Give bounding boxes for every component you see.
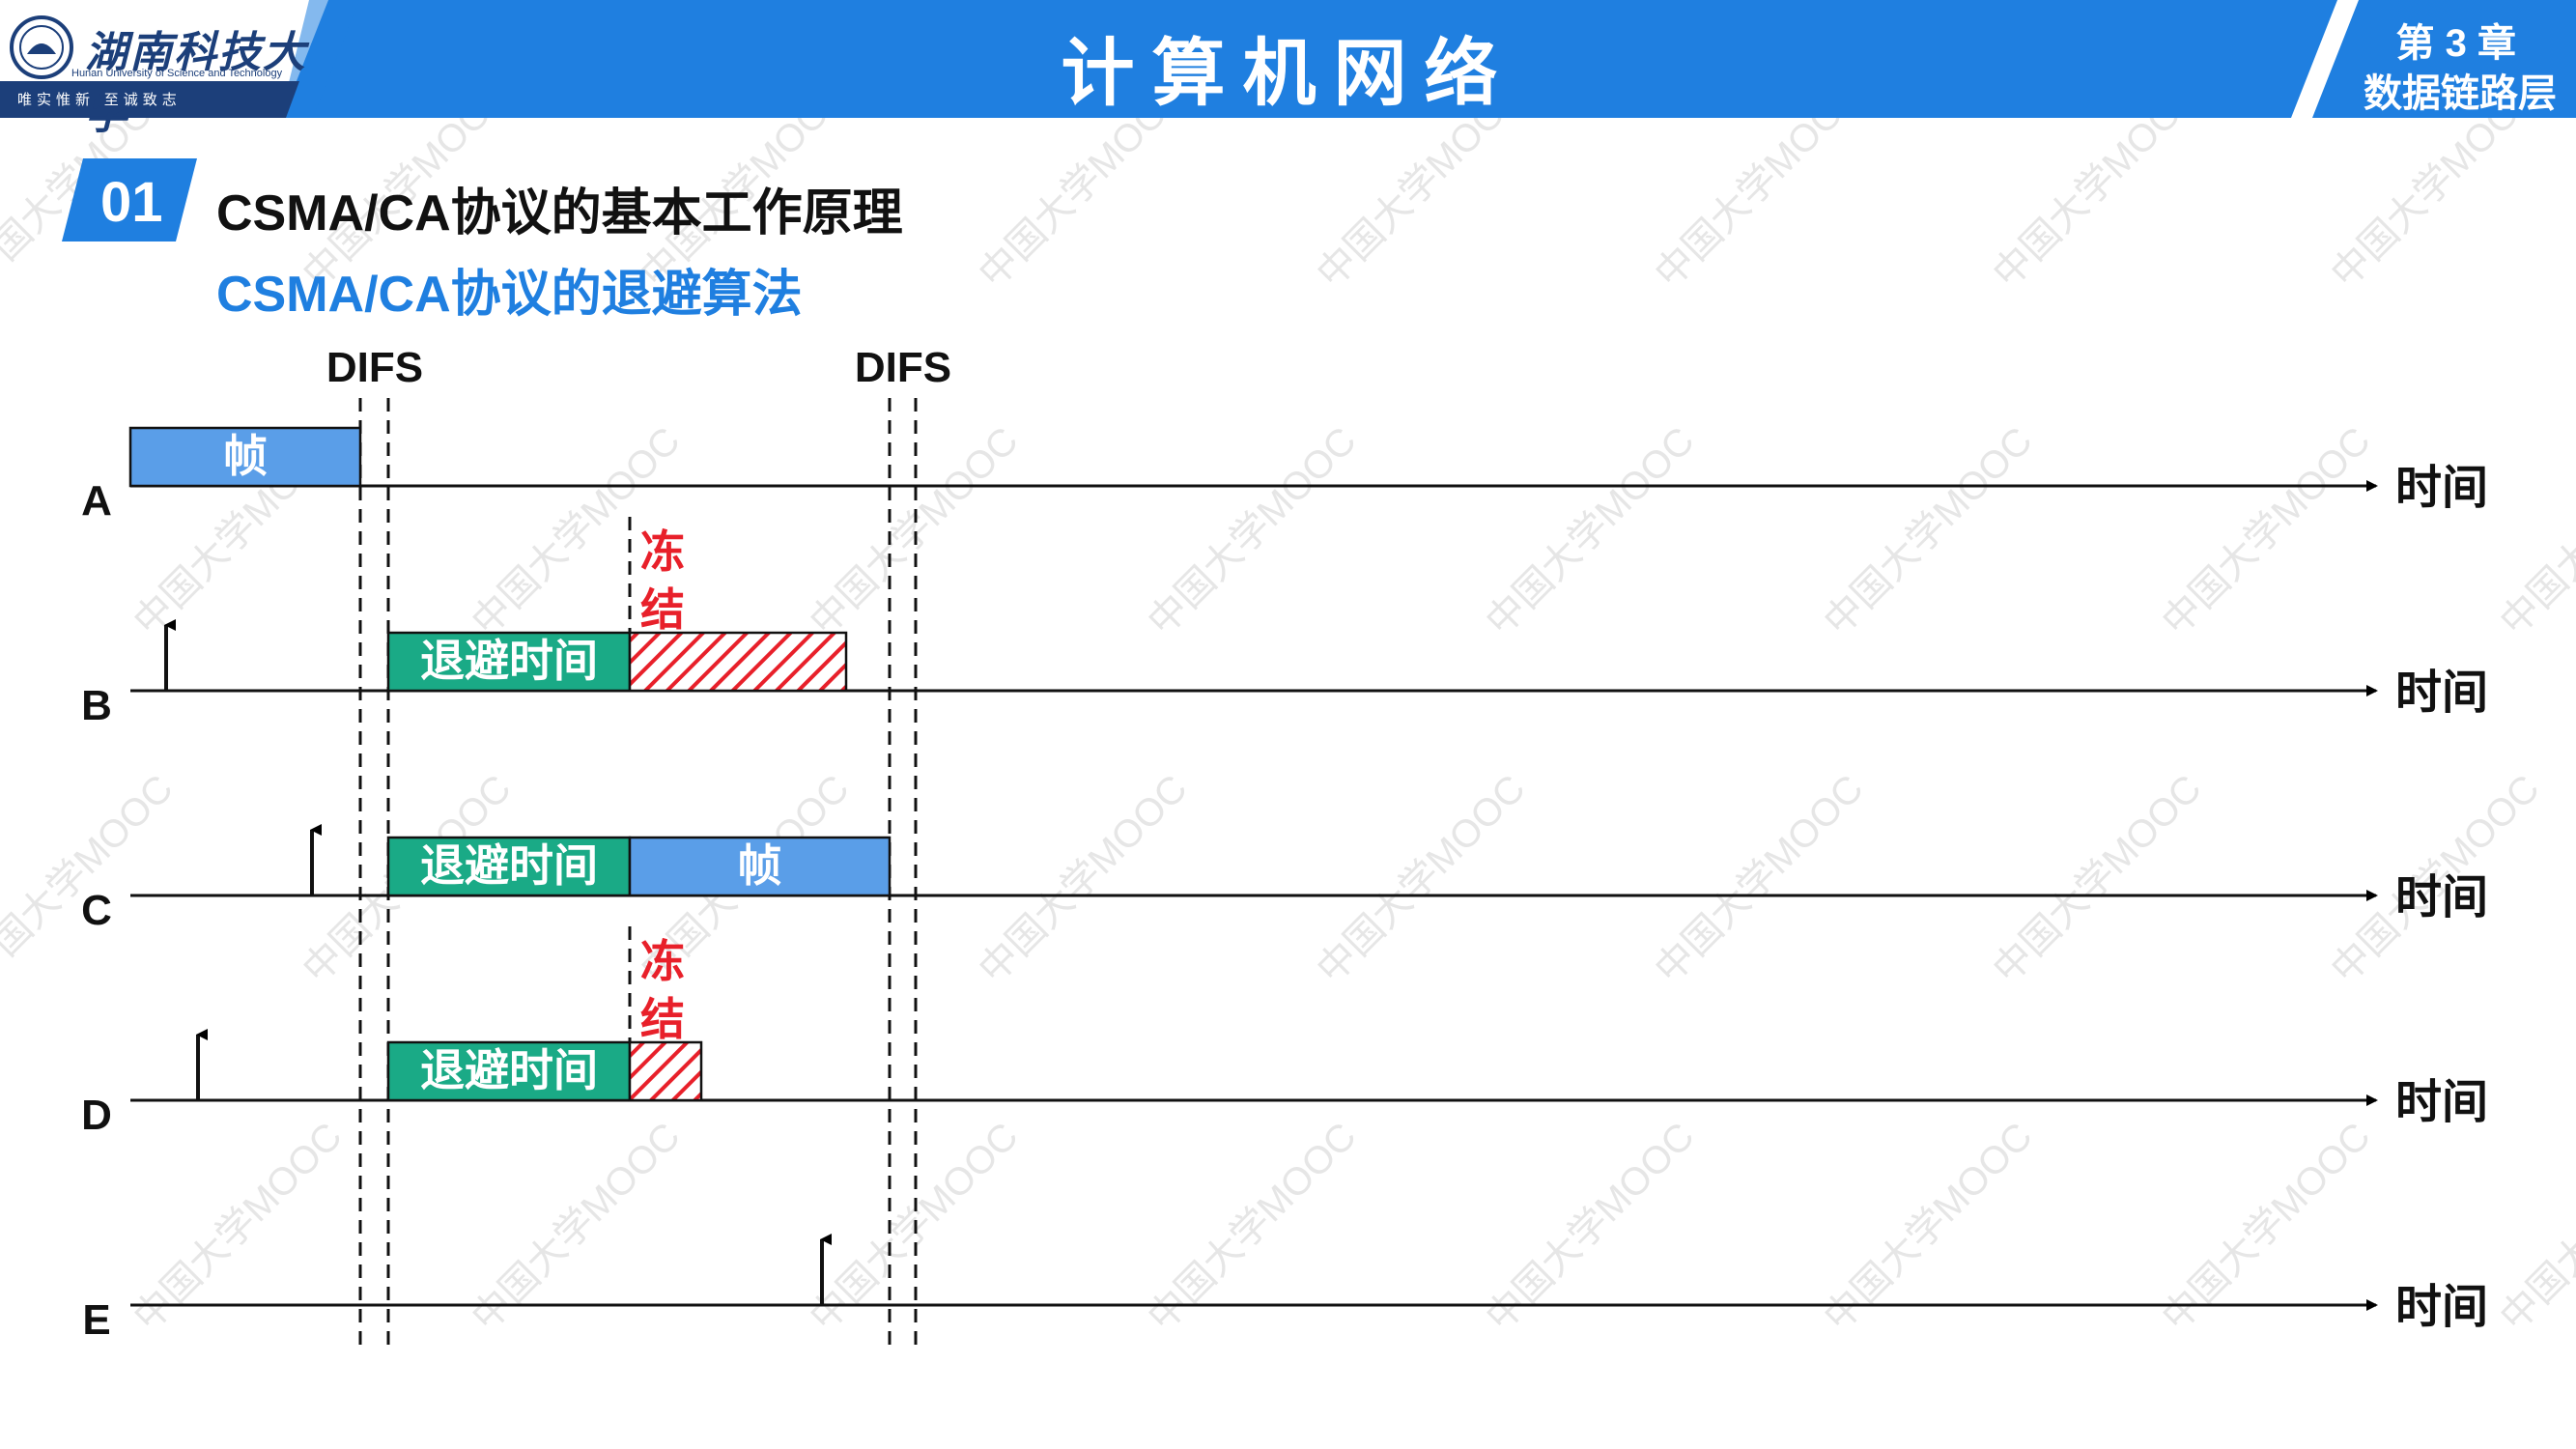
station-label: E bbox=[82, 1296, 110, 1344]
chapter-name: 数据链路层 bbox=[2364, 72, 2557, 115]
university-motto: 唯实惟新 至诚致志 bbox=[17, 91, 182, 108]
backoff-label: 退避时间 bbox=[420, 840, 598, 891]
frozen-block bbox=[628, 631, 848, 693]
frame-label: 帧 bbox=[738, 840, 782, 891]
section-number: 01 bbox=[100, 171, 163, 234]
station-label: A bbox=[81, 477, 112, 525]
section-subtitle: CSMA/CA协议的退避算法 bbox=[216, 267, 803, 323]
time-axis-label: 时间 bbox=[2395, 1282, 2488, 1333]
university-english-name: Hunan University of Science and Technolo… bbox=[71, 68, 283, 79]
freeze-label: 结 bbox=[640, 994, 685, 1044]
station-label: D bbox=[81, 1092, 112, 1139]
backoff-block bbox=[386, 631, 632, 693]
header-bar: 湖南科技大学 Hunan University of Science and T… bbox=[0, 0, 2576, 139]
freeze-label: 结 bbox=[640, 584, 685, 635]
frozen-block bbox=[628, 1040, 703, 1102]
backoff-block bbox=[386, 1040, 632, 1102]
university-name: 湖南科技大学 bbox=[85, 28, 307, 139]
frame-label: 帧 bbox=[223, 431, 268, 481]
header-background bbox=[0, 0, 2576, 118]
station-label: C bbox=[81, 887, 112, 934]
freeze-label: 冻 bbox=[640, 936, 685, 986]
university-seal-icon bbox=[10, 15, 73, 79]
course-title: 计算机网络 bbox=[1061, 33, 1515, 115]
frame-block bbox=[628, 836, 892, 897]
backoff-label: 退避时间 bbox=[420, 1045, 598, 1095]
backoff-block bbox=[386, 836, 632, 897]
frame-block bbox=[128, 426, 362, 488]
section-number-badge bbox=[62, 158, 197, 242]
difs-label: DIFS bbox=[326, 344, 423, 391]
freeze-label: 冻 bbox=[640, 526, 685, 577]
backoff-label: 退避时间 bbox=[420, 636, 598, 686]
difs-label: DIFS bbox=[855, 344, 951, 391]
time-axis-label: 时间 bbox=[2395, 872, 2488, 923]
time-axis-label: 时间 bbox=[2395, 1077, 2488, 1128]
time-axis-label: 时间 bbox=[2395, 668, 2488, 719]
section-title: CSMA/CA协议的基本工作原理 bbox=[216, 185, 903, 242]
university-logo: 湖南科技大学 Hunan University of Science and T… bbox=[8, 8, 317, 139]
time-axis-label: 时间 bbox=[2395, 463, 2488, 514]
chapter-number: 第 3 章 bbox=[2395, 22, 2516, 65]
station-label: B bbox=[81, 682, 112, 729]
